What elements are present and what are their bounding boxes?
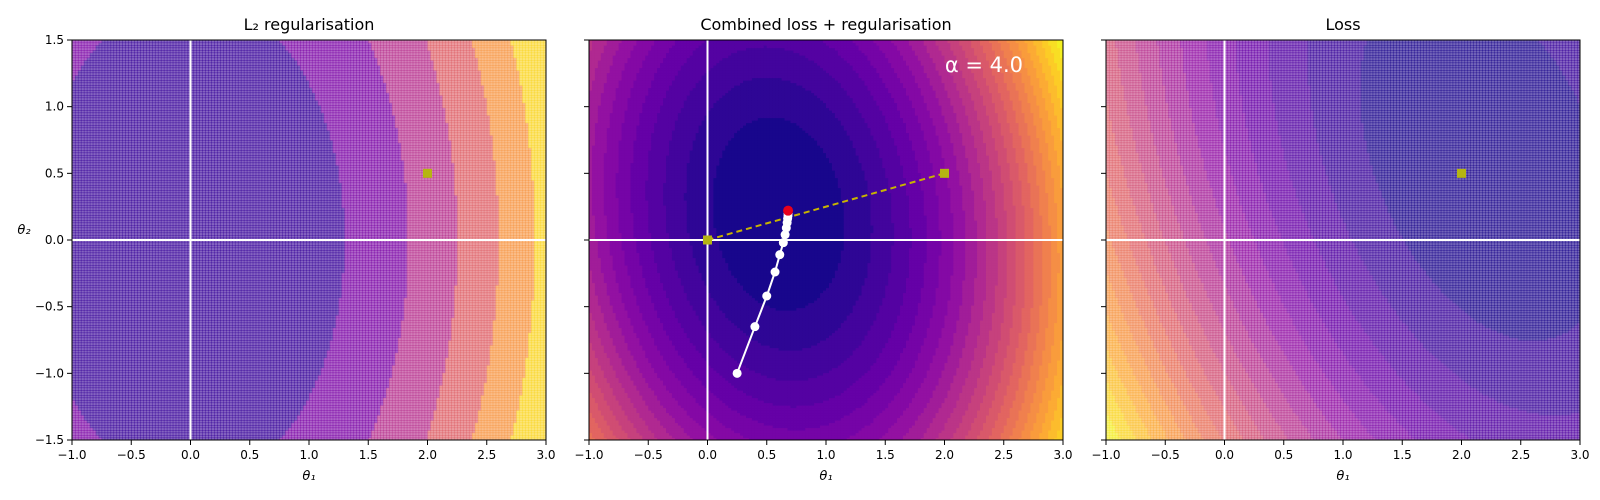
- x-tick-label: 0.5: [757, 448, 776, 462]
- panel-2: α = 4.0 −1.0 −0.5 0.0 0.5 1.0 1.5 2.0 2.5 3.0 Comb…: [574, 15, 1072, 484]
- x-tick-label: 1.5: [876, 448, 895, 462]
- panel-1: −1.0 −0.5 0.0 0.5 1.0 1.5 2.0 2.5 3.0−1.5−1.0−0.…: [17, 15, 555, 484]
- x-tick-label: 1.0: [1333, 448, 1352, 462]
- x-tick-label: 3.0: [1053, 448, 1072, 462]
- x-tick-label: 2.5: [1511, 448, 1530, 462]
- x-tick-label: 1.5: [1393, 448, 1412, 462]
- descent-path-point-6: [779, 238, 788, 247]
- x-axis-label: θ₁: [819, 469, 832, 484]
- regularised-optimum-marker: [783, 206, 793, 216]
- x-tick-label: 1.5: [359, 448, 378, 462]
- x-tick-label: −1.0: [57, 448, 86, 462]
- y-tick-label: −0.5: [35, 300, 64, 314]
- panel-3: −1.0 −0.5 0.0 0.5 1.0 1.5 2.0 2.5 3.0 Loss θ₁: [1091, 15, 1589, 484]
- x-tick-label: 2.0: [935, 448, 954, 462]
- x-tick-label: 1.0: [816, 448, 835, 462]
- x-tick-label: 2.0: [418, 448, 437, 462]
- unregularised-optimum-marker: [1457, 169, 1466, 178]
- x-axis-label: θ₁: [302, 469, 315, 484]
- x-axis-label: θ₁: [1336, 469, 1349, 484]
- descent-path-point-5: [775, 250, 784, 259]
- x-tick-label: −0.5: [117, 448, 146, 462]
- y-axis-label: θ₂: [17, 223, 30, 238]
- y-tick-label: 0.0: [45, 233, 64, 247]
- x-tick-label: 0.0: [1215, 448, 1234, 462]
- descent-path-point-3: [762, 292, 771, 301]
- x-tick-label: −1.0: [1091, 448, 1120, 462]
- x-tick-label: −0.5: [1151, 448, 1180, 462]
- x-tick-label: −1.0: [574, 448, 603, 462]
- origin-marker: [703, 236, 712, 245]
- y-tick-label: 1.5: [45, 33, 64, 47]
- panel-title: Loss: [1325, 15, 1360, 34]
- descent-path-point-4: [771, 268, 780, 277]
- x-tick-label: 1.0: [299, 448, 318, 462]
- panel-title: Combined loss + regularisation: [700, 15, 951, 34]
- panel-title: L₂ regularisation: [244, 15, 375, 34]
- unregularised-optimum-marker: [423, 169, 432, 178]
- y-tick-label: 0.5: [45, 166, 64, 180]
- x-tick-label: 0.0: [181, 448, 200, 462]
- x-tick-label: 3.0: [1570, 448, 1589, 462]
- x-tick-label: 2.5: [477, 448, 496, 462]
- y-tick-label: −1.5: [35, 433, 64, 447]
- descent-path-point-1: [733, 369, 742, 378]
- y-tick-label: 1.0: [45, 100, 64, 114]
- x-tick-label: 0.5: [240, 448, 259, 462]
- x-tick-label: 0.0: [698, 448, 717, 462]
- x-tick-label: 3.0: [536, 448, 555, 462]
- x-tick-label: −0.5: [634, 448, 663, 462]
- unregularised-optimum-marker: [940, 169, 949, 178]
- x-tick-label: 2.0: [1452, 448, 1471, 462]
- y-tick-label: −1.0: [35, 366, 64, 380]
- x-tick-label: 2.5: [994, 448, 1013, 462]
- x-tick-label: 0.5: [1274, 448, 1293, 462]
- alpha-annotation: α = 4.0: [945, 53, 1023, 77]
- descent-path-point-2: [750, 322, 759, 331]
